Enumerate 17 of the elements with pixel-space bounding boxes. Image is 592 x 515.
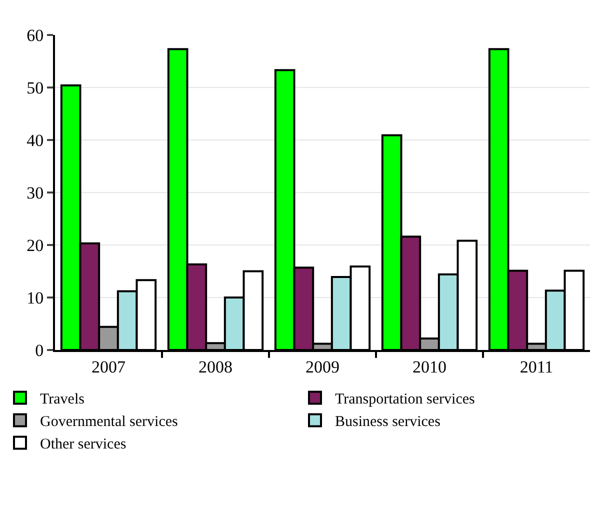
y-tick-label: 0 xyxy=(35,340,44,360)
x-tick-label: 2010 xyxy=(412,357,446,376)
x-tick-label: 2011 xyxy=(520,357,554,376)
legend-label: Transportation services xyxy=(335,392,476,408)
legend-label: Other services xyxy=(40,436,126,453)
y-tick-label: 60 xyxy=(26,26,44,45)
y-tick-label: 10 xyxy=(26,288,44,308)
legend-label: Business services xyxy=(335,414,441,430)
y-tick-label: 40 xyxy=(26,130,44,150)
legend-label: Governmental services xyxy=(40,414,178,430)
y-tick-label: 50 xyxy=(26,78,44,98)
x-tick-label: 2007 xyxy=(92,357,126,376)
y-tick-label: 30 xyxy=(26,183,44,202)
x-tick-label: 2008 xyxy=(198,357,232,376)
x-tick-label: 2009 xyxy=(306,357,340,376)
y-tick-label: 20 xyxy=(26,236,44,255)
legend-label: Travels xyxy=(40,392,85,408)
